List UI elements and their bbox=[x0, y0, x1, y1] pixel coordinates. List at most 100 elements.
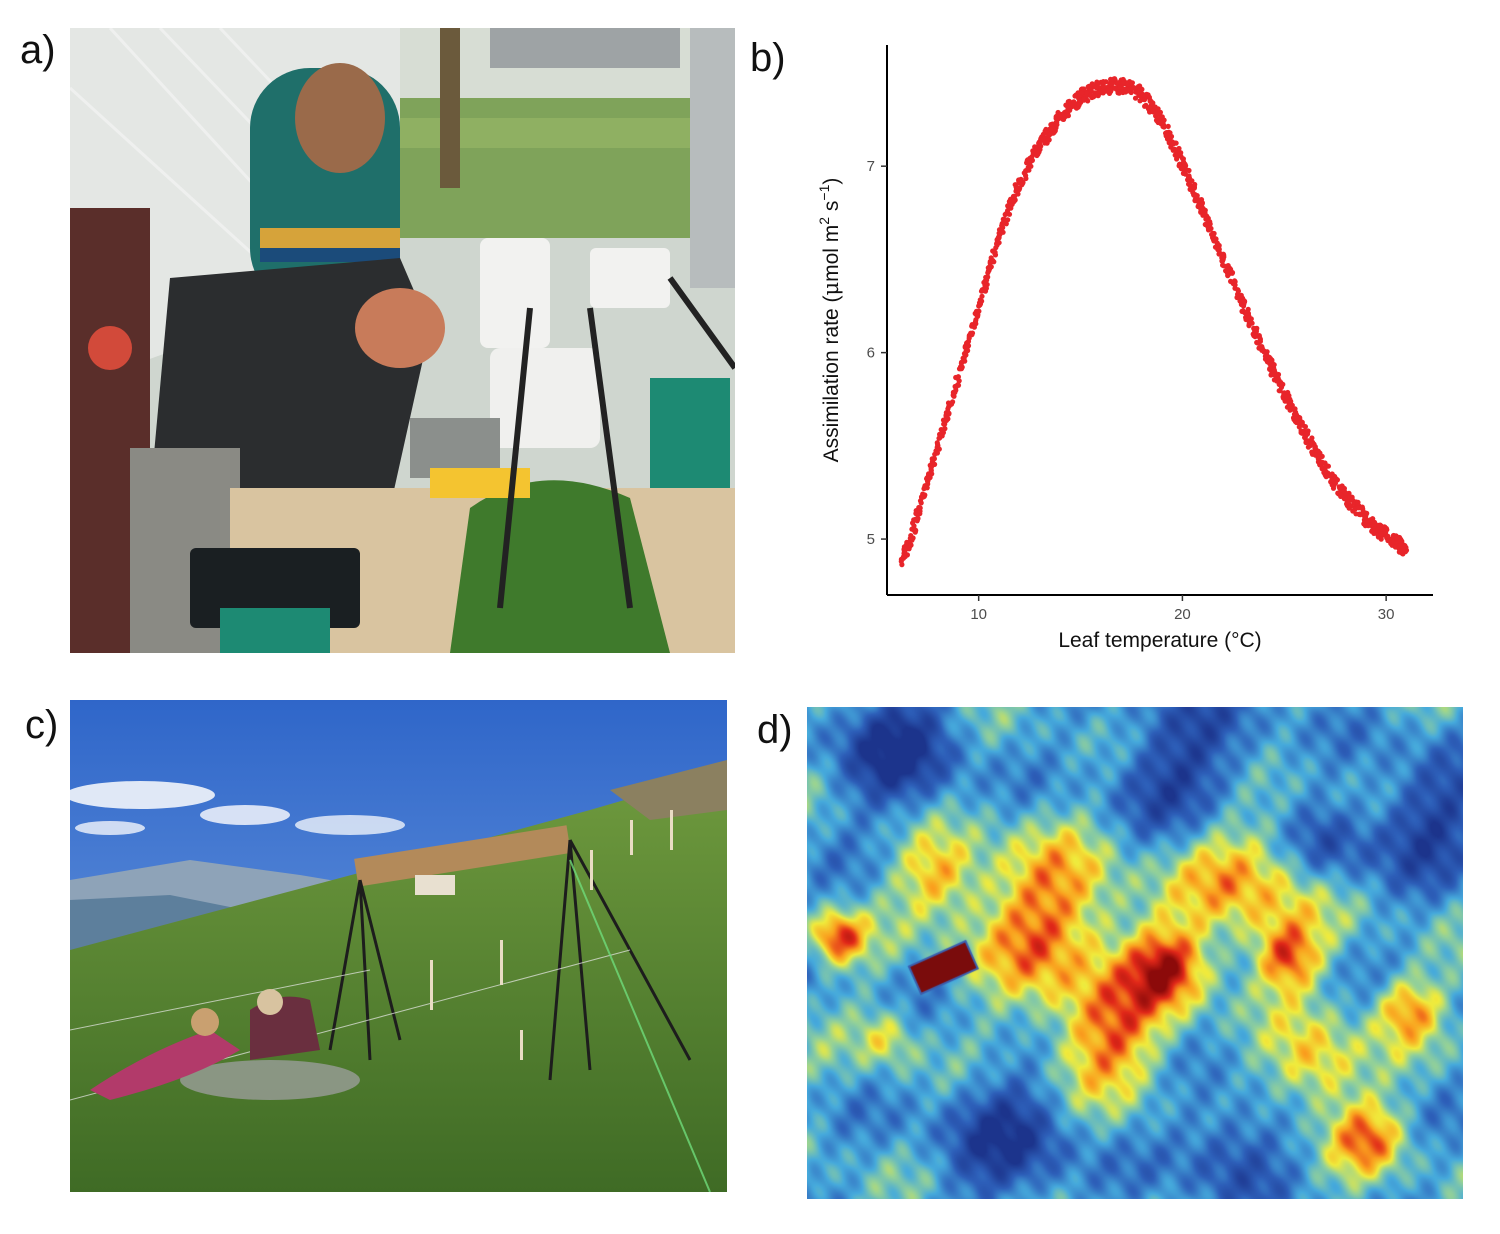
data-point bbox=[958, 364, 964, 370]
data-point bbox=[1212, 244, 1219, 250]
greenhouse-measurement-photo-icon bbox=[70, 28, 735, 653]
data-point bbox=[1211, 230, 1217, 237]
data-point bbox=[972, 319, 979, 325]
data-point bbox=[1120, 79, 1126, 85]
data-point bbox=[934, 440, 940, 446]
data-point bbox=[1377, 522, 1383, 528]
data-point bbox=[1385, 533, 1391, 539]
data-point bbox=[1397, 548, 1403, 555]
data-point bbox=[1180, 156, 1186, 162]
data-point bbox=[1267, 365, 1273, 371]
data-point bbox=[1155, 119, 1161, 126]
data-point bbox=[1262, 353, 1268, 359]
panel-label-b: b) bbox=[750, 36, 786, 80]
data-point bbox=[996, 230, 1002, 236]
data-point bbox=[1142, 103, 1148, 109]
data-point bbox=[907, 535, 913, 541]
data-point bbox=[1322, 468, 1328, 475]
data-point bbox=[908, 542, 914, 548]
data-point bbox=[1309, 435, 1315, 441]
data-point bbox=[1365, 523, 1371, 529]
data-point bbox=[958, 359, 965, 365]
data-point bbox=[910, 520, 916, 526]
data-point bbox=[1008, 205, 1014, 211]
panel-label-a: a) bbox=[20, 28, 56, 72]
data-point bbox=[978, 288, 985, 294]
data-point bbox=[1001, 218, 1007, 225]
data-point bbox=[1338, 492, 1344, 498]
data-point bbox=[994, 242, 1000, 248]
data-point bbox=[1221, 263, 1227, 269]
data-point bbox=[1213, 238, 1219, 244]
data-point bbox=[1207, 221, 1213, 227]
data-point bbox=[1252, 334, 1258, 340]
scatter-chart-panel-b: 10 20 30 5 6 7 Leaf temperature (°C) Assimila… bbox=[770, 20, 1470, 670]
data-point bbox=[1244, 310, 1250, 316]
data-point bbox=[1081, 97, 1087, 103]
data-point bbox=[1177, 150, 1183, 157]
data-point bbox=[1383, 525, 1389, 532]
data-point bbox=[1243, 316, 1249, 323]
data-point bbox=[983, 285, 989, 291]
data-point bbox=[1235, 288, 1241, 294]
data-point bbox=[1248, 319, 1254, 325]
data-point bbox=[999, 223, 1005, 229]
data-point bbox=[1345, 499, 1351, 505]
data-point bbox=[1252, 327, 1258, 333]
data-point bbox=[1155, 111, 1161, 117]
data-point bbox=[1367, 517, 1373, 523]
data-point bbox=[937, 433, 943, 439]
data-point bbox=[1232, 282, 1238, 288]
data-point bbox=[1329, 471, 1335, 477]
chart-svg: 10 20 30 5 6 7 Leaf temperature (°C) Assimila… bbox=[816, 45, 1433, 652]
y-tick-label: 6 bbox=[867, 345, 875, 362]
data-point bbox=[977, 302, 983, 308]
data-point bbox=[1187, 186, 1193, 192]
data-point bbox=[951, 393, 957, 399]
data-point bbox=[1278, 384, 1285, 390]
y-axis-title-sup2: −1 bbox=[816, 184, 832, 200]
data-point bbox=[1117, 84, 1123, 90]
data-point bbox=[1397, 543, 1403, 549]
data-point bbox=[1302, 424, 1308, 430]
data-point bbox=[1028, 163, 1034, 169]
data-point bbox=[979, 293, 985, 299]
x-axis-title: Leaf temperature (°C) bbox=[1058, 629, 1261, 652]
thermal-image-panel-d bbox=[807, 707, 1463, 1199]
data-point bbox=[1232, 278, 1238, 284]
data-point bbox=[1170, 141, 1176, 147]
data-point bbox=[953, 385, 959, 391]
data-point bbox=[1266, 354, 1272, 360]
data-point bbox=[1137, 83, 1143, 89]
data-point bbox=[966, 335, 972, 341]
data-point bbox=[1062, 113, 1068, 120]
data-point bbox=[1083, 89, 1090, 96]
data-point bbox=[1088, 87, 1094, 93]
data-point bbox=[1076, 102, 1082, 108]
photo-panel-a bbox=[70, 28, 735, 653]
y-tick-label: 5 bbox=[867, 531, 875, 548]
data-point bbox=[1221, 254, 1227, 260]
data-point bbox=[1132, 95, 1139, 101]
data-point bbox=[955, 374, 961, 380]
data-point bbox=[1284, 404, 1290, 410]
data-point bbox=[1224, 267, 1230, 273]
data-point bbox=[929, 456, 935, 462]
data-point bbox=[1038, 143, 1044, 149]
data-point bbox=[946, 410, 952, 416]
data-point bbox=[976, 308, 982, 314]
data-point bbox=[1273, 376, 1279, 382]
data-point bbox=[1271, 362, 1277, 368]
data-point bbox=[1242, 298, 1248, 304]
data-point bbox=[1347, 494, 1353, 500]
data-point bbox=[916, 504, 922, 511]
data-point bbox=[1385, 537, 1391, 544]
data-point bbox=[1202, 211, 1208, 217]
data-point bbox=[1191, 184, 1197, 190]
data-point bbox=[1303, 433, 1309, 439]
data-point bbox=[1333, 476, 1339, 482]
data-point bbox=[1109, 81, 1115, 87]
data-point bbox=[913, 527, 919, 534]
data-point bbox=[1100, 84, 1106, 90]
y-axis-title-main: Assimilation rate ( bbox=[820, 296, 843, 463]
